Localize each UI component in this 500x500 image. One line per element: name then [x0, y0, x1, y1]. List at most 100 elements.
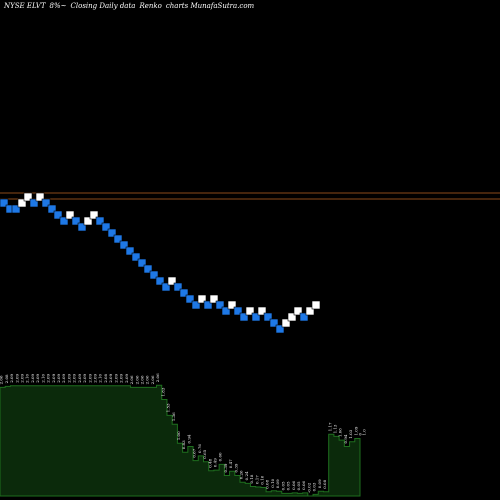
volume-label: 2.10: [25, 373, 30, 382]
volume-label: 0.94: [343, 434, 348, 443]
volume-label: 2.09: [30, 373, 35, 382]
volume-label: 0.47: [228, 459, 233, 468]
renko-brick-down: [179, 288, 189, 298]
volume-label: 2.09: [113, 373, 118, 382]
chart-kind-label: Renko: [139, 2, 162, 10]
renko-brick-down: [119, 240, 129, 250]
volume-label: 2.09: [93, 373, 98, 382]
renko-bricks: [0, 192, 321, 334]
volume-label: 0.08: [265, 479, 270, 488]
volume-label: 0.06: [301, 480, 306, 489]
renko-brick-down: [0, 198, 9, 208]
renko-brick-up: [311, 300, 321, 310]
renko-brick-up: [305, 306, 315, 316]
renko-brick-down: [275, 324, 285, 334]
volume-label: 0.65: [202, 449, 207, 458]
renko-brick-down: [95, 216, 105, 226]
renko-brick-down: [107, 228, 117, 238]
volume-label: 0.08: [322, 479, 327, 488]
volume-label: 2.09: [9, 373, 14, 382]
renko-brick-up: [209, 294, 219, 304]
renko-brick-down: [239, 312, 249, 322]
volume-label: 0.48: [207, 458, 212, 467]
renko-brick-down: [149, 270, 159, 280]
volume-label: 2.09: [124, 373, 129, 382]
volume-label: 1.09: [353, 426, 358, 435]
ticker-label: NYSE ELVT: [4, 2, 46, 10]
renko-brick-down: [173, 282, 183, 292]
renko-brick-up: [35, 192, 45, 202]
volume-label: 2.06: [0, 375, 4, 384]
renko-brick-down: [155, 276, 165, 286]
volume-label: 1.0: [361, 429, 366, 436]
volume-label: 0.39: [223, 463, 228, 472]
volume-label: 2.10: [98, 373, 103, 382]
volume-label: 0: [357, 433, 362, 436]
renko-brick-down: [221, 306, 231, 316]
volume-label: 2.09: [56, 373, 61, 382]
volume-label: 0.67: [192, 448, 197, 457]
volume-label: 2.08: [4, 374, 9, 383]
volume-label: 0.76: [197, 444, 202, 453]
volume-label: 2.09: [77, 373, 82, 382]
volume-panel: [0, 384, 361, 497]
volume-label: 1.03: [348, 429, 353, 438]
volume-label: 0.94: [186, 434, 191, 443]
renko-brick-down: [77, 222, 87, 232]
renko-brick-down: [251, 312, 261, 322]
volume-label: 1.13: [333, 424, 338, 433]
volume-label: 2.09: [19, 373, 24, 382]
volume-label: 2.06: [145, 375, 150, 384]
volume-label: 0.83: [181, 440, 186, 449]
volume-label: -0.02: [306, 482, 311, 493]
volume-label: 1.00: [176, 431, 181, 440]
renko-brick-down: [53, 210, 63, 220]
volume-label: 1.17: [327, 422, 332, 431]
volume-label: 0.24: [244, 471, 249, 480]
volume-label: 2.09: [51, 373, 56, 382]
volume-label: 2.09: [46, 373, 51, 382]
volume-label: 2.10: [40, 373, 45, 382]
renko-brick-down: [269, 318, 279, 328]
volume-label: 2.09: [119, 373, 124, 382]
renko-brick-down: [137, 258, 147, 268]
volume-label: 0.26: [239, 470, 244, 479]
volume-label: 0.09: [317, 479, 322, 488]
renko-brick-down: [299, 312, 309, 322]
volume-label: 1.83: [160, 387, 165, 396]
volume-label: 2.09: [87, 373, 92, 382]
volume-label: 0.60: [218, 452, 223, 461]
volume-label: 2.09: [82, 373, 87, 382]
renko-brick-up: [83, 216, 93, 226]
renko-brick-down: [71, 216, 81, 226]
renko-brick-down: [185, 294, 195, 304]
renko-brick-up: [293, 306, 303, 316]
volume-label: 0.49: [213, 458, 218, 467]
renko-brick-down: [161, 282, 171, 292]
volume-label: 2.09: [61, 373, 66, 382]
volume-label: 0.05: [296, 481, 301, 490]
volume-label: 2.09: [35, 373, 40, 382]
renko-brick-down: [215, 300, 225, 310]
renko-brick-down: [41, 198, 51, 208]
volume-label: 2.06: [155, 373, 160, 382]
volume-label: 2.09: [66, 373, 71, 382]
price-level-lines: [0, 192, 500, 200]
volume-label: 0.09: [275, 479, 280, 488]
volume-label: 2.09: [72, 373, 77, 382]
volume-label: 2.06: [150, 375, 155, 384]
volume-label: 1.36: [171, 412, 176, 421]
renko-brick-up: [17, 198, 27, 208]
renko-brick-down: [113, 234, 123, 244]
volume-label: 2.08: [103, 373, 108, 382]
volume-label: 2.09: [14, 373, 19, 382]
renko-brick-down: [143, 264, 153, 274]
volume-label: 0.05: [280, 481, 285, 490]
renko-brick-down: [191, 300, 201, 310]
renko-brick-up: [167, 276, 177, 286]
volume-label: 2.09: [108, 373, 113, 382]
renko-brick-down: [11, 204, 21, 214]
renko-brick-down: [47, 204, 57, 214]
renko-brick-up: [23, 192, 33, 202]
